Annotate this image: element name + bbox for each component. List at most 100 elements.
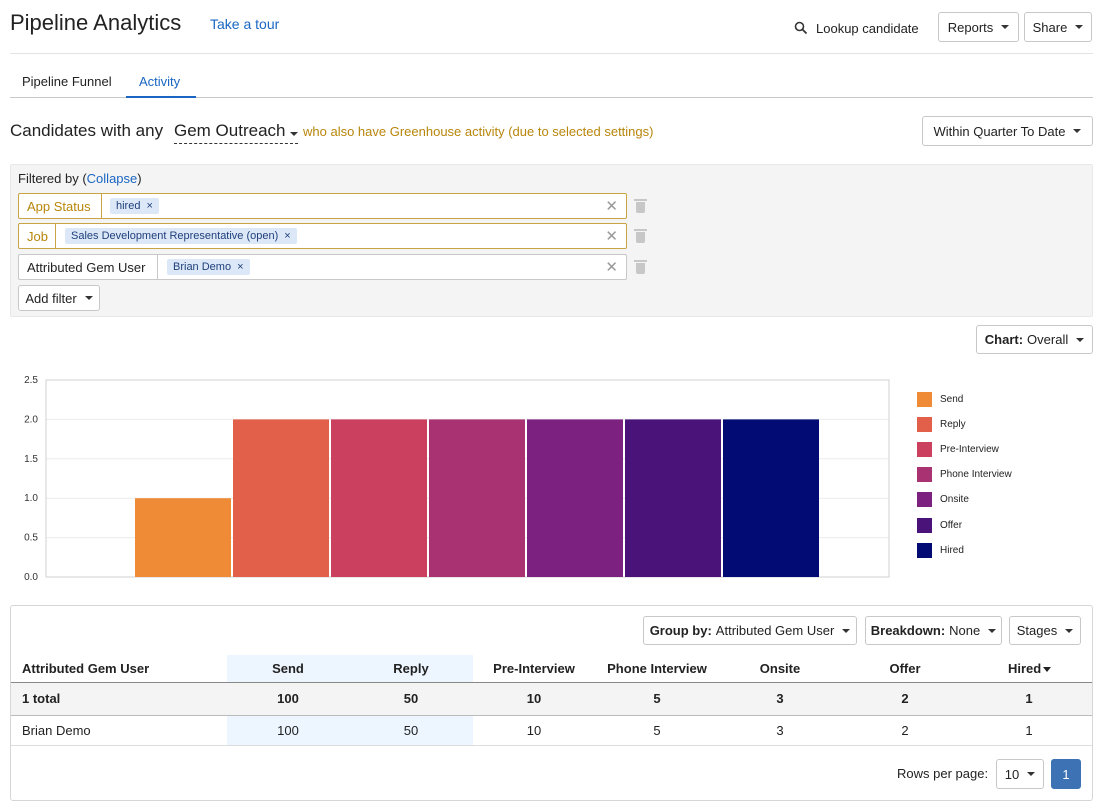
legend-label: Reply (940, 418, 966, 430)
filter-label-attributed-gem-user: Attributed Gem User (19, 255, 158, 279)
header-row-divider (11, 682, 1092, 683)
headline-note: who also have Greenhouse activity (due t… (303, 124, 654, 139)
trash-icon[interactable] (634, 259, 647, 274)
y-tick-label: 2.5 (24, 375, 38, 386)
y-tick-label: 0.5 (24, 533, 38, 544)
column-header-offer[interactable]: Offer (889, 661, 921, 676)
chevron-down-icon (988, 628, 997, 633)
filter-row-attributed-gem-user[interactable]: Attributed Gem User Brian Demo × ✕ (18, 254, 627, 280)
rows-per-page-select[interactable]: 10 (996, 759, 1044, 789)
row-send: 100 (277, 723, 299, 738)
clear-filter-icon[interactable]: ✕ (605, 259, 618, 276)
legend-item[interactable]: Pre-Interview (917, 441, 999, 457)
add-filter-button[interactable]: Add filter (18, 285, 100, 311)
legend-item[interactable]: Phone Interview (917, 467, 1012, 483)
search-icon (794, 21, 808, 35)
total-row-divider (11, 715, 1092, 716)
chevron-down-icon (842, 628, 851, 633)
group-by-label-value: Attributed Gem User (715, 623, 835, 638)
bar-phone-interview (429, 419, 525, 577)
column-header-onsite[interactable]: Onsite (759, 661, 801, 676)
lookup-candidate-button[interactable]: Lookup candidate (794, 18, 919, 38)
source-dropdown[interactable]: Gem Outreach (174, 121, 298, 144)
total-row-bg (11, 683, 1092, 715)
group-by-button[interactable]: Group by: Attributed Gem User (643, 616, 857, 645)
filter-chip-sales-development-representative[interactable]: Sales Development Representative (open) … (65, 228, 297, 244)
column-header-send[interactable]: Send (272, 661, 304, 676)
body-row-divider (11, 745, 1092, 746)
total-hired: 1 (1025, 691, 1033, 706)
page-title: Pipeline Analytics (10, 10, 182, 35)
legend-item[interactable]: Onsite (917, 492, 969, 508)
filter-chip-brian-demo[interactable]: Brian Demo × (167, 259, 250, 275)
chevron-down-icon (289, 132, 298, 136)
page-1-button[interactable]: 1 (1051, 759, 1081, 789)
take-a-tour-link[interactable]: Take a tour (210, 16, 280, 32)
date-range-button[interactable]: Within Quarter To Date (922, 116, 1093, 146)
tab-pipeline-funnel[interactable]: Pipeline Funnel (22, 73, 112, 89)
legend-item[interactable]: Offer (917, 517, 962, 533)
y-tick-label: 2.0 (24, 414, 38, 425)
tab-activity[interactable]: Activity (139, 73, 181, 89)
column-header-hired[interactable]: Hired (1008, 661, 1052, 676)
legend-swatch (917, 416, 932, 432)
y-tick-label: 0.0 (24, 572, 38, 583)
y-tick-label: 1.5 (24, 454, 38, 465)
trash-icon[interactable] (634, 228, 647, 243)
legend-item[interactable]: Reply (917, 416, 966, 432)
column-header-hired-label: Hired (1008, 661, 1042, 676)
chart-mode-button[interactable]: Chart: Overall (976, 325, 1093, 354)
lookup-candidate-label: Lookup candidate (816, 20, 919, 36)
breakdown-button[interactable]: Breakdown: None (865, 616, 1002, 645)
legend-label: Send (940, 393, 964, 405)
bar-reply (233, 419, 329, 577)
column-header-pre-interview[interactable]: Pre-Interview (493, 661, 575, 676)
trash-icon[interactable] (634, 198, 647, 213)
chip-remove-icon[interactable]: × (237, 261, 244, 273)
legend-label: Phone Interview (940, 469, 1012, 481)
legend-item[interactable]: Hired (917, 542, 964, 558)
filter-chip-hired[interactable]: hired × (110, 198, 159, 214)
chevron-down-icon (84, 296, 93, 300)
legend-swatch (917, 467, 932, 483)
row-user-name[interactable]: Brian Demo (22, 723, 91, 738)
chip-remove-icon[interactable]: × (284, 230, 291, 242)
date-range-label: Within Quarter To Date (933, 123, 1066, 139)
legend-swatch (917, 517, 932, 533)
chevron-down-icon (1027, 772, 1036, 776)
chevron-down-icon (1073, 129, 1082, 133)
legend-swatch (917, 542, 932, 558)
source-dropdown-label: Gem Outreach (174, 121, 286, 140)
chevron-down-icon (1075, 25, 1084, 29)
column-header-reply[interactable]: Reply (393, 661, 429, 676)
filter-row-app-status[interactable]: App Status hired × ✕ (18, 193, 627, 219)
breakdown-label-bold: Breakdown: (870, 623, 946, 638)
column-header-attributed-gem-user[interactable]: Attributed Gem User (22, 661, 150, 676)
collapse-link[interactable]: Collapse (86, 171, 138, 186)
clear-filter-icon[interactable]: ✕ (605, 198, 618, 215)
total-reply: 50 (403, 691, 419, 706)
column-header-phone-interview[interactable]: Phone Interview (607, 661, 707, 676)
clear-filter-icon[interactable]: ✕ (605, 228, 618, 245)
chip-remove-icon[interactable]: × (146, 200, 153, 212)
bar-offer (625, 419, 721, 577)
legend-swatch (917, 492, 932, 508)
stages-button[interactable]: Stages (1009, 616, 1081, 645)
bar-send (135, 498, 231, 577)
chevron-down-icon (1076, 337, 1085, 342)
group-by-label-bold: Group by: (649, 623, 712, 638)
rows-per-page-label: Rows per page: (897, 766, 989, 781)
y-tick-label: 1.0 (24, 493, 38, 504)
collapse-paren-close: ) (137, 171, 142, 186)
active-tab-indicator (126, 96, 196, 98)
filter-row-job[interactable]: Job Sales Development Representative (op… (18, 223, 627, 249)
chart-mode-label-bold: Chart: (984, 332, 1024, 347)
add-filter-label: Add filter (25, 290, 77, 306)
rows-per-page-value: 10 (1004, 766, 1020, 782)
reports-button[interactable]: Reports (938, 12, 1019, 42)
row-onsite: 3 (776, 723, 784, 738)
legend-item[interactable]: Send (917, 391, 963, 407)
stage-bar-chart: 0.0 0.5 1.0 1.5 2.0 2.5 (24, 375, 890, 583)
total-pre-interview: 10 (526, 691, 542, 706)
share-button[interactable]: Share (1024, 12, 1092, 42)
